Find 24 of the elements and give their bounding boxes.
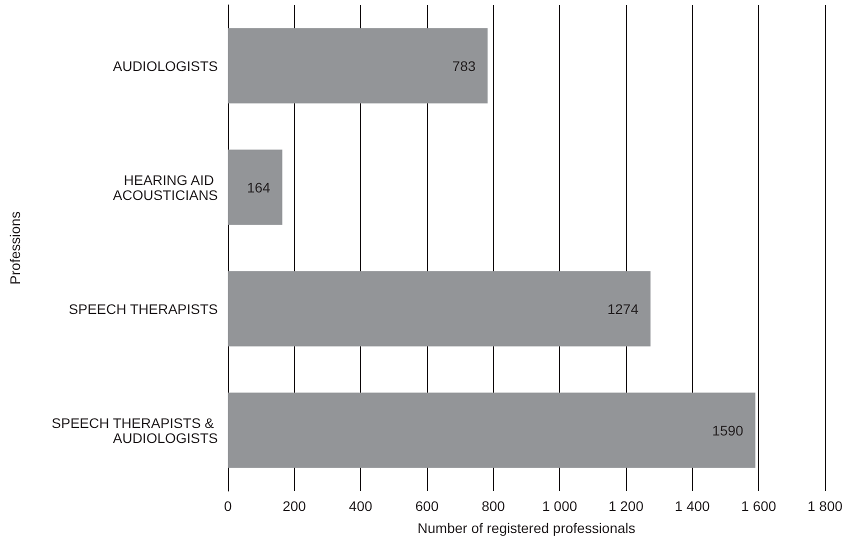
x-tick-label: 1 400 — [674, 498, 710, 514]
data-label: 164 — [246, 179, 271, 196]
x-axis-title: Number of registered professionals — [418, 520, 636, 536]
x-tick-label: 600 — [415, 498, 439, 514]
bar — [228, 271, 651, 346]
x-tick-label: 400 — [348, 498, 372, 514]
y-tick-label: HEARING AID ACOUSTICIANS — [112, 172, 218, 203]
x-tick-label: 800 — [482, 498, 506, 514]
data-label: 783 — [452, 58, 476, 74]
x-tick-label: 0 — [224, 498, 232, 514]
y-tick-label: SPEECH THERAPISTS & AUDIOLOGISTS — [52, 414, 218, 446]
bar — [228, 150, 282, 225]
x-tick-label: 200 — [282, 498, 306, 514]
data-label: 1590 — [712, 422, 744, 438]
x-tick-label: 1 600 — [741, 498, 776, 514]
x-tick-label: 1 200 — [608, 498, 644, 514]
bar — [228, 28, 488, 104]
y-tick-label: SPEECH THERAPISTS — [68, 300, 218, 317]
y-tick-label: AUDIOLOGISTS — [112, 58, 218, 74]
data-label: 1274 — [607, 300, 639, 317]
bar — [228, 392, 756, 468]
x-tick-label: 1 000 — [542, 498, 578, 514]
x-tick-label: 1 800 — [807, 498, 843, 514]
y-axis-title: Professions — [7, 211, 23, 285]
